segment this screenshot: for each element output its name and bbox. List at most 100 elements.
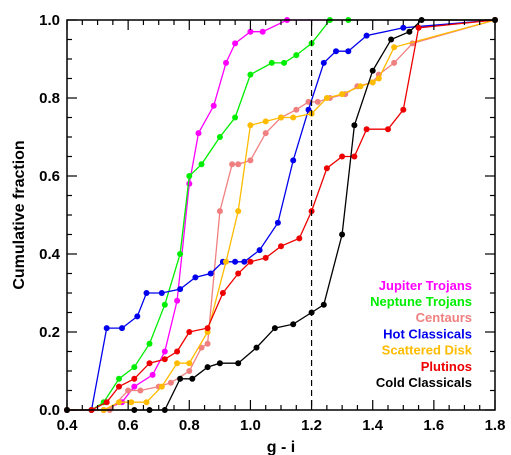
data-point-centaurs-13 bbox=[262, 130, 269, 137]
data-point-centaurs-11 bbox=[235, 161, 242, 168]
axes-layer: 0.4 0.6 0.8 1.0 1.2 1.4 1.6 1.8 0.0 0.2 0.4 0.6 0.8 1… bbox=[11, 12, 505, 455]
data-point-jupiter-trojans-14 bbox=[259, 28, 266, 35]
data-point-cold-classicals-17 bbox=[388, 36, 395, 43]
data-point-jupiter-trojans-4 bbox=[131, 383, 138, 390]
data-point-plutinos-5 bbox=[146, 360, 153, 367]
data-point-cold-classicals-10 bbox=[271, 325, 278, 332]
data-point-centaurs-3 bbox=[137, 387, 144, 394]
data-point-neptune-trojans-10 bbox=[216, 134, 223, 140]
legend-label-plutinos: Plutinos bbox=[421, 359, 472, 374]
data-point-hot-classicals-15 bbox=[290, 157, 297, 164]
data-point-scattered-disk-13 bbox=[278, 114, 284, 121]
data-point-centaurs-17 bbox=[314, 98, 321, 105]
data-point-neptune-trojans-3 bbox=[116, 375, 122, 382]
series-hot-classicals bbox=[64, 17, 498, 413]
data-point-centaurs-9 bbox=[216, 208, 223, 215]
data-point-hot-classicals-19 bbox=[345, 48, 352, 55]
data-point-cold-classicals-9 bbox=[253, 344, 260, 351]
data-point-scattered-disk-9 bbox=[223, 258, 229, 265]
data-point-jupiter-trojans-11 bbox=[223, 59, 229, 66]
data-point-plutinos-13 bbox=[262, 254, 269, 261]
data-point-jupiter-trojans-12 bbox=[232, 40, 239, 47]
data-point-neptune-trojans-11 bbox=[232, 114, 239, 121]
legend-label-jupiter-trojans: Jupiter Trojans bbox=[379, 278, 472, 293]
y-tick-label: 0.6 bbox=[39, 168, 60, 185]
y-tick-label: 0.4 bbox=[39, 246, 61, 263]
data-point-scattered-disk-6 bbox=[174, 360, 181, 367]
data-point-plutinos-11 bbox=[235, 270, 242, 277]
data-point-hot-classicals-9 bbox=[207, 270, 214, 277]
legend-label-hot-classicals: Hot Classicals bbox=[383, 326, 472, 341]
data-point-plutinos-20 bbox=[363, 126, 370, 133]
data-point-hot-classicals-8 bbox=[192, 274, 199, 281]
series-plutinos bbox=[64, 17, 498, 413]
data-point-plutinos-15 bbox=[296, 235, 303, 242]
data-point-centaurs-23 bbox=[391, 59, 398, 66]
data-point-hot-classicals-17 bbox=[320, 59, 327, 66]
data-point-plutinos-19 bbox=[351, 153, 358, 160]
data-point-scattered-disk-11 bbox=[247, 122, 254, 129]
data-point-scattered-disk-4 bbox=[143, 399, 150, 406]
data-point-plutinos-14 bbox=[278, 243, 284, 250]
data-point-centaurs-8 bbox=[204, 340, 211, 347]
x-tick-label: 1.2 bbox=[301, 417, 322, 434]
data-point-cold-classicals-8 bbox=[235, 360, 242, 367]
data-point-cold-classicals-14 bbox=[339, 231, 346, 238]
data-point-hot-classicals-21 bbox=[400, 24, 407, 31]
data-point-plutinos-23 bbox=[415, 24, 422, 31]
data-point-hot-classicals-14 bbox=[274, 219, 281, 226]
data-point-centaurs-10 bbox=[229, 161, 236, 168]
y-tick-label: 0.8 bbox=[39, 90, 60, 107]
data-point-cold-classicals-11 bbox=[290, 321, 297, 328]
data-point-scattered-disk-5 bbox=[158, 383, 165, 390]
data-point-hot-classicals-6 bbox=[158, 290, 165, 296]
data-point-plutinos-21 bbox=[385, 126, 391, 133]
series-cold-classicals bbox=[64, 17, 498, 413]
data-point-scattered-disk-2 bbox=[116, 399, 122, 406]
data-point-cold-classicals-4 bbox=[177, 375, 184, 382]
legend-label-neptune-trojans: Neptune Trojans bbox=[370, 294, 472, 309]
x-tick-label: 0.4 bbox=[57, 417, 79, 434]
data-point-centaurs-6 bbox=[186, 368, 193, 374]
data-point-plutinos-2 bbox=[103, 399, 110, 406]
data-point-jupiter-trojans-8 bbox=[186, 180, 193, 187]
series-line-neptune-trojans bbox=[67, 19, 495, 411]
x-tick-label: 0.6 bbox=[118, 417, 139, 434]
data-point-plutinos-17 bbox=[323, 165, 330, 172]
data-point-plutinos-10 bbox=[219, 290, 226, 296]
data-point-neptune-trojans-9 bbox=[198, 161, 205, 168]
y-tick-label: 0.2 bbox=[39, 324, 60, 341]
data-point-plutinos-4 bbox=[131, 375, 138, 382]
data-point-scattered-disk-3 bbox=[128, 399, 135, 406]
data-point-hot-classicals-12 bbox=[241, 258, 248, 265]
data-point-scattered-disk-18 bbox=[357, 83, 364, 90]
data-point-cold-classicals-15 bbox=[351, 122, 358, 129]
x-tick-label: 1.6 bbox=[423, 417, 444, 434]
data-point-centaurs-5 bbox=[167, 379, 174, 386]
y-axis-title: Cumulative fraction bbox=[11, 140, 28, 289]
data-point-cold-classicals-18 bbox=[406, 28, 413, 35]
data-point-jupiter-trojans-5 bbox=[149, 371, 156, 378]
data-point-neptune-trojans-12 bbox=[247, 71, 254, 78]
data-point-cold-classicals-5 bbox=[189, 375, 196, 382]
x-tick-label: 1.8 bbox=[485, 417, 506, 434]
data-point-jupiter-trojans-13 bbox=[247, 28, 254, 35]
data-point-plutinos-12 bbox=[247, 258, 254, 265]
x-tick-label: 0.8 bbox=[179, 417, 200, 434]
data-point-scattered-disk-16 bbox=[323, 95, 330, 101]
data-point-hot-classicals-20 bbox=[363, 32, 370, 39]
legend-label-centaurs: Centaurs bbox=[416, 310, 472, 325]
data-point-scattered-disk-17 bbox=[339, 91, 346, 98]
data-point-hot-classicals-11 bbox=[232, 258, 239, 265]
data-point-hot-classicals-2 bbox=[103, 325, 110, 332]
data-point-neptune-trojans-13 bbox=[268, 59, 275, 66]
data-point-scattered-disk-20 bbox=[375, 75, 382, 82]
legend-label-cold-classicals: Cold Classicals bbox=[376, 375, 472, 390]
data-point-jupiter-trojans-6 bbox=[161, 348, 168, 355]
data-point-jupiter-trojans-7 bbox=[174, 297, 181, 304]
data-point-plutinos-6 bbox=[161, 356, 168, 363]
data-point-plutinos-8 bbox=[186, 329, 193, 335]
data-point-scattered-disk-14 bbox=[290, 114, 297, 121]
data-point-plutinos-7 bbox=[174, 348, 181, 355]
